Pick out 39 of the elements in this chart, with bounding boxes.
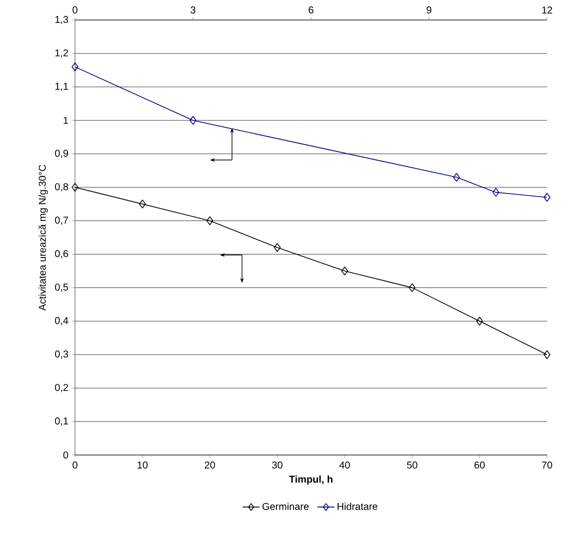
- x-tick-label: 30: [272, 462, 282, 469]
- y-axis-title: Activitatea ureazică mg N/g.30°C: [38, 164, 48, 311]
- x2-tick-label: 3: [190, 6, 196, 14]
- y-tick-label: 0,3: [55, 350, 68, 359]
- x-tick-label: 70: [542, 462, 552, 469]
- y-tick-label: 1,1: [55, 82, 68, 91]
- y-tick-label: 0,2: [55, 384, 68, 392]
- y-tick-label: 0,6: [55, 250, 68, 258]
- y-tick-label: 0,5: [55, 284, 68, 292]
- y-tick-label: 0,7: [55, 216, 68, 225]
- legend-label: Germinare: [262, 502, 309, 510]
- point: [274, 243, 281, 252]
- y-tick-label: 1,2: [55, 49, 68, 58]
- x-axis-title: Timpul, h: [289, 475, 332, 485]
- x-tick-label: 20: [204, 462, 216, 469]
- x-tick-label: 40: [339, 462, 350, 469]
- legend-label: Hidratare: [338, 502, 378, 510]
- y-tick-label: 1,3: [55, 16, 68, 24]
- x-tick-label: 60: [474, 462, 485, 469]
- y-tick-label: 0,9: [55, 150, 68, 158]
- point: [408, 283, 416, 292]
- y-tick-label: 0: [63, 451, 68, 459]
- x2-tick-label: 0: [72, 6, 78, 14]
- x-tick-label: 0: [72, 462, 78, 469]
- x2-tick-label: 12: [542, 6, 552, 14]
- y-tick-label: 0,8: [55, 183, 68, 192]
- x2-tick-label: 6: [308, 6, 314, 14]
- y-tick-label: 0,1: [55, 417, 68, 426]
- y-tick-label: 0,4: [55, 317, 68, 326]
- x-tick-label: 10: [138, 462, 148, 469]
- x-tick-label: 50: [407, 462, 418, 469]
- point: [206, 216, 214, 226]
- point: [341, 266, 348, 276]
- point: [139, 200, 146, 208]
- y-tick-label: 1: [64, 116, 68, 124]
- point: [476, 316, 483, 326]
- point: [72, 182, 78, 192]
- x2-tick-label: 9: [426, 6, 432, 14]
- point: [544, 350, 550, 359]
